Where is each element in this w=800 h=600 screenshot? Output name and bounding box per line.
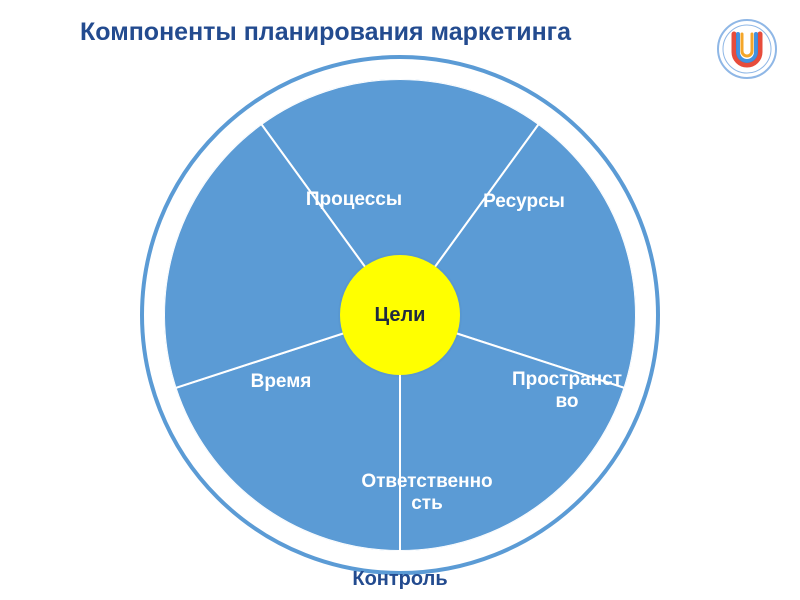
center-circle: Цели (340, 255, 460, 375)
center-label: Цели (375, 304, 426, 327)
page-title: Компоненты планирования маркетинга (80, 18, 571, 47)
diagram: Цели Процессы Ресурсы Пространст во Отве… (140, 55, 660, 575)
bottom-label: Контроль (352, 568, 447, 591)
corner-logo (716, 18, 778, 80)
